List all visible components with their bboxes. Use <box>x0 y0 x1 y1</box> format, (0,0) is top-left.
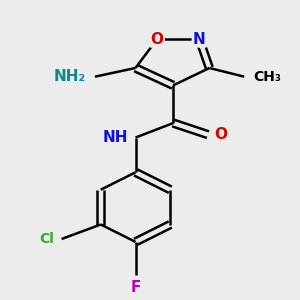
Text: N: N <box>193 32 206 46</box>
Text: F: F <box>130 280 141 295</box>
Text: NH: NH <box>103 130 128 145</box>
Text: Cl: Cl <box>40 232 54 246</box>
Text: O: O <box>151 32 164 46</box>
Text: O: O <box>214 127 227 142</box>
Text: CH₃: CH₃ <box>253 70 281 84</box>
Text: NH₂: NH₂ <box>54 69 86 84</box>
